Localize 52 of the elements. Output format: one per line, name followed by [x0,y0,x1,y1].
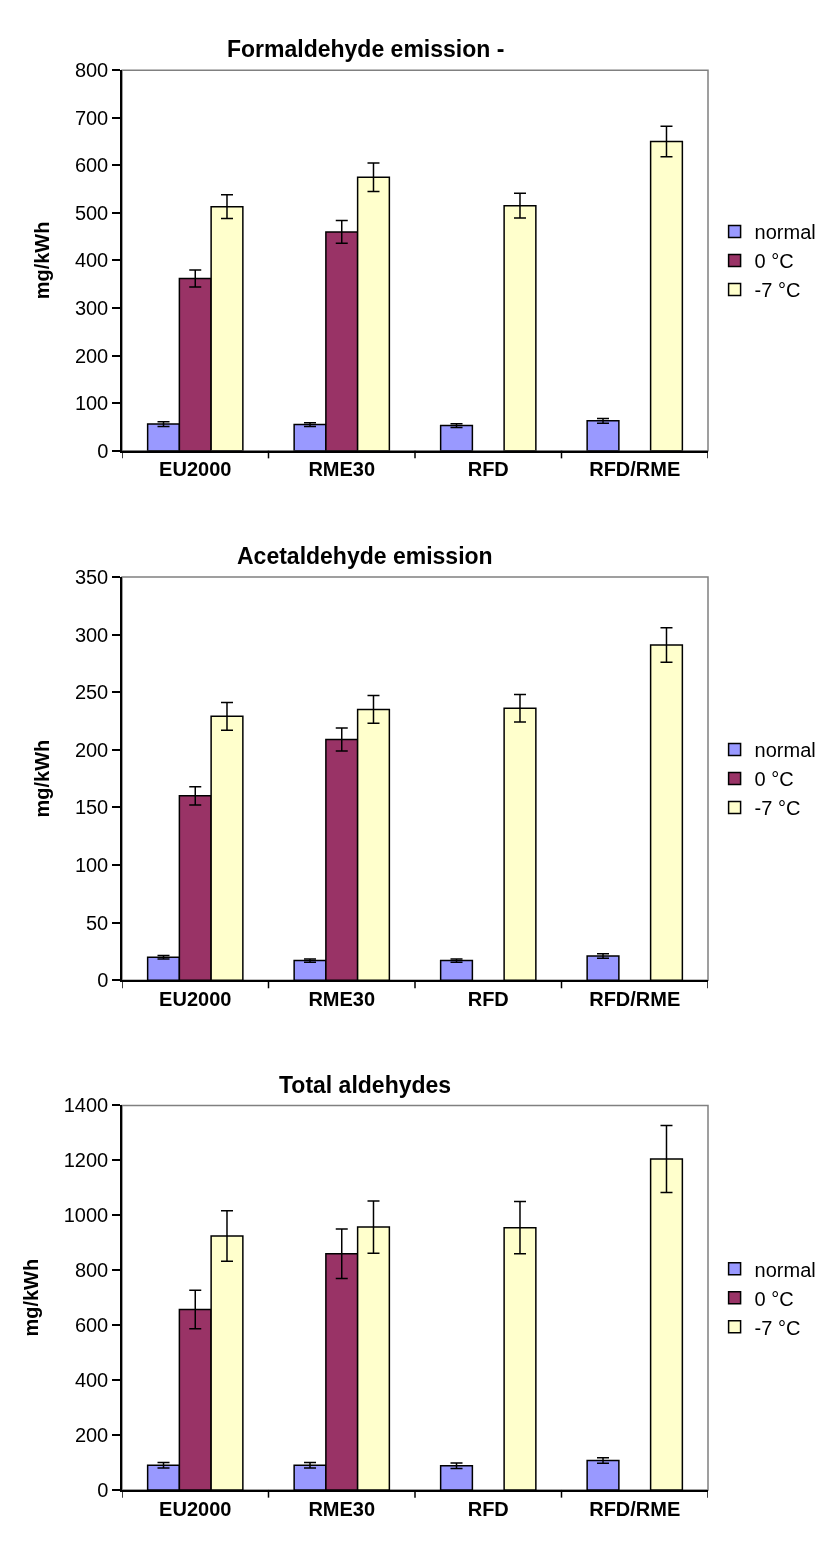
legend-label: normal [754,1258,816,1281]
legend-label: 0 °C [754,768,794,791]
chart-title: Acetaldehyde emission [237,543,493,569]
legend-label: normal [754,221,816,244]
x-tick-label: RFD/RME [589,458,681,481]
x-tick-label: RFD/RME [589,987,681,1010]
y-tick-label: 350 [74,565,109,588]
y-tick-label: 500 [74,201,109,224]
y-tick-label: 300 [74,297,109,320]
x-tick-label: EU2000 [159,987,232,1010]
y-tick-label: 600 [74,1314,109,1337]
y-tick-label: 400 [74,1369,109,1392]
y-tick-label: 600 [74,154,109,177]
legend-label: -7 °C [754,1316,801,1339]
chart-title: Total aldehydes [279,1072,452,1098]
legend-label: -7 °C [754,279,801,302]
x-tick-label: RME30 [308,1497,376,1520]
y-tick-label: 0 [97,969,109,992]
y-axis-title: mg/kWh [30,221,53,300]
y-tick-label: 0 [97,1478,109,1501]
y-tick-label: 800 [74,59,109,82]
y-tick-label: 400 [74,249,109,272]
x-tick-label: RFD [467,1497,509,1520]
y-tick-label: 1000 [63,1204,109,1227]
y-tick-label: 700 [74,106,109,129]
y-tick-label: 200 [74,344,109,367]
chart-title: Formaldehyde emission - [227,36,505,62]
y-axis-title: mg/kWh [19,1258,42,1337]
x-tick-label: RFD [467,458,509,481]
y-tick-label: 300 [74,623,109,646]
y-tick-label: 1200 [63,1149,109,1172]
x-tick-label: RME30 [308,987,376,1010]
y-tick-label: 0 [97,439,109,462]
legend-label: normal [754,739,816,762]
legend-label: 0 °C [754,250,794,273]
y-tick-label: 250 [74,681,109,704]
x-tick-label: EU2000 [159,1497,232,1520]
x-tick-label: EU2000 [159,458,232,481]
y-tick-label: 100 [74,392,109,415]
legend-label: 0 °C [754,1287,794,1310]
y-tick-label: 200 [74,738,109,761]
x-tick-label: RFD [467,987,509,1010]
y-tick-label: 800 [74,1259,109,1282]
y-tick-label: 100 [74,853,109,876]
y-tick-label: 50 [86,911,109,934]
y-tick-label: 200 [74,1424,109,1447]
y-tick-label: 1400 [63,1094,109,1117]
x-tick-label: RFD/RME [589,1497,681,1520]
legend-label: -7 °C [754,797,801,820]
y-axis-title: mg/kWh [30,739,53,818]
y-tick-label: 150 [74,796,109,819]
x-tick-label: RME30 [308,458,376,481]
